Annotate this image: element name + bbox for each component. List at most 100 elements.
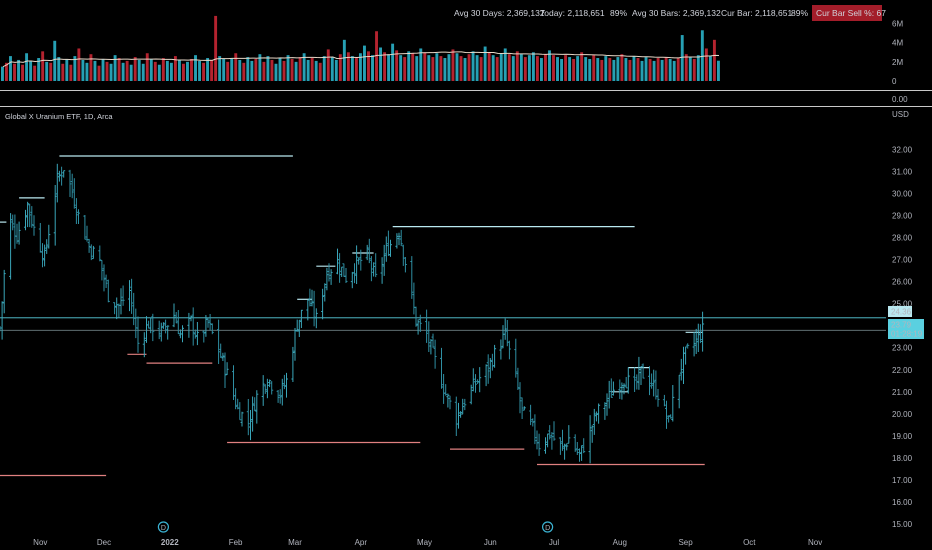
volume-tick-label: 6M <box>892 20 903 29</box>
volume-bar <box>415 56 419 81</box>
volume-bar <box>230 58 234 81</box>
volume-tick-label: 4M <box>892 39 903 48</box>
volume-stats: Avg 30 Days: 2,369,132 Today: 2,118,651 … <box>454 5 886 21</box>
volume-bar <box>1 66 4 81</box>
volume-tick-label: 0 <box>892 77 897 86</box>
volume-bar <box>314 60 318 81</box>
price-tick-label: 18.00 <box>892 454 913 463</box>
volume-bar <box>57 57 61 81</box>
price-level-tag: 24.36 <box>888 306 912 317</box>
volume-bar <box>459 56 463 81</box>
volume-bar <box>539 58 543 81</box>
volume-bar <box>346 52 350 81</box>
volume-bar <box>668 58 672 81</box>
volume-bar <box>708 56 712 81</box>
volume-bar <box>431 57 435 81</box>
price-level-value: 24.36 <box>891 308 912 317</box>
volume-bar <box>141 63 145 81</box>
time-tick-label: Apr <box>355 538 368 547</box>
chart-title: Global X Uranium ETF, 1D, Arca <box>5 112 113 121</box>
volume-bar <box>572 58 576 81</box>
volume-bar <box>302 53 306 81</box>
volume-bar <box>556 57 559 81</box>
volume-bar <box>61 63 65 81</box>
volume-bar <box>423 52 427 81</box>
volume-bar <box>266 56 270 81</box>
volume-axis-ticks: 6M 4M 2M 0 <box>892 20 903 86</box>
volume-bar <box>628 59 632 81</box>
volume-bar <box>684 54 688 81</box>
volume-bar <box>246 57 250 81</box>
volume-bar <box>358 53 362 81</box>
volume-bar <box>73 56 77 81</box>
volume-bar <box>342 39 346 81</box>
volume-bar <box>644 57 648 81</box>
volume-bar <box>198 60 201 81</box>
volume-bar <box>89 54 93 81</box>
volume-bar <box>214 15 218 81</box>
volume-bar <box>395 50 399 81</box>
last-price-tag: 23.79 01:28:19 <box>888 319 924 339</box>
volume-bar <box>419 48 423 81</box>
volume-bar <box>700 30 704 81</box>
volume-bar <box>503 48 507 81</box>
price-tick-label: 30.00 <box>892 190 913 199</box>
volume-bar <box>515 51 519 81</box>
volume-bar <box>5 62 8 81</box>
volume-bar <box>560 58 564 81</box>
volume-bar <box>326 49 330 81</box>
volume-bar <box>387 54 391 81</box>
volume-bar <box>495 57 499 81</box>
volume-bar <box>367 51 370 81</box>
volume-bar <box>29 60 33 81</box>
volume-bar <box>77 48 81 81</box>
volume-bar <box>544 54 547 81</box>
volume-bar <box>286 55 290 81</box>
bar-countdown: 01:28:19 <box>891 330 923 339</box>
volume-bar <box>375 31 378 81</box>
volume-bar <box>149 58 153 81</box>
volume-bar <box>535 56 539 81</box>
volume-bar <box>69 64 73 81</box>
stat-cur-bar-pct: 89% <box>791 8 808 18</box>
stat-today: Today: 2,118,651 <box>540 8 605 18</box>
volume-bar <box>145 53 149 81</box>
volume-bar <box>206 58 210 81</box>
volume-bar <box>427 55 431 81</box>
volume-bar <box>435 53 439 81</box>
price-tick-label: 21.00 <box>892 388 913 397</box>
volume-bar <box>379 47 382 81</box>
volume-bar <box>479 57 483 81</box>
volume-bar <box>507 54 511 81</box>
volume-bar <box>672 60 676 81</box>
stat-cur-bar: Cur Bar: 2,118,651 <box>721 8 792 18</box>
volume-bar <box>334 59 338 81</box>
volume-bar <box>531 52 535 81</box>
volume-bar <box>97 65 101 81</box>
volume-bar <box>93 60 97 81</box>
volume-bar <box>447 54 451 81</box>
volume-bar <box>443 58 447 81</box>
volume-bar <box>186 61 189 81</box>
dividend-marker-2[interactable]: D <box>541 521 554 533</box>
volume-bar <box>403 57 407 81</box>
price-tick-label: 25.00 <box>892 300 913 309</box>
dividend-marker-1[interactable]: D <box>157 521 169 533</box>
volume-bar <box>318 62 322 81</box>
volume-bar <box>576 56 580 81</box>
time-axis-ticks: Nov Dec 2022 Feb Mar Apr May Jun Jul Aug Sep Oct Nov <box>33 538 822 547</box>
volume-bar <box>467 54 471 81</box>
volume-bar <box>407 51 411 81</box>
indicator-value: 0.00 <box>892 95 908 104</box>
volume-bar <box>624 58 628 81</box>
price-tick-label: 15.00 <box>892 520 913 529</box>
volume-bar <box>41 51 45 81</box>
volume-bar <box>262 61 266 81</box>
volume-bar <box>411 53 415 81</box>
volume-bar <box>226 61 230 81</box>
volume-bar <box>632 56 636 81</box>
volume-bar <box>133 57 137 81</box>
time-tick-label: Aug <box>613 538 627 547</box>
